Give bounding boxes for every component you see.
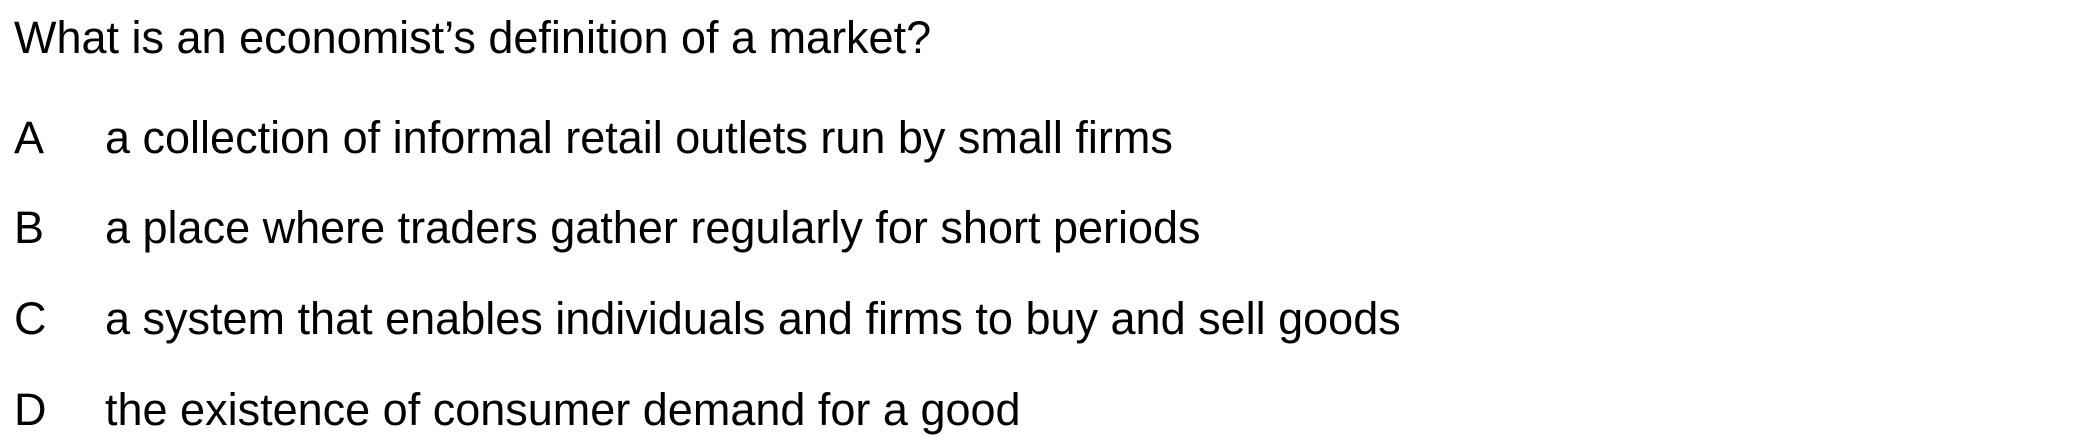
option-text: a collection of informal retail outlets …: [105, 112, 1173, 163]
option-text: a system that enables individuals and fi…: [105, 293, 1401, 344]
option-letter: C: [14, 293, 47, 344]
option-letter: A: [14, 112, 45, 163]
option-letter: B: [14, 202, 45, 253]
option-text: a place where traders gather regularly f…: [105, 202, 1201, 253]
option-text: the existence of consumer demand for a g…: [105, 384, 1021, 435]
question-text: What is an economist’s definition of a m…: [14, 12, 932, 63]
option-letter: D: [14, 384, 47, 435]
